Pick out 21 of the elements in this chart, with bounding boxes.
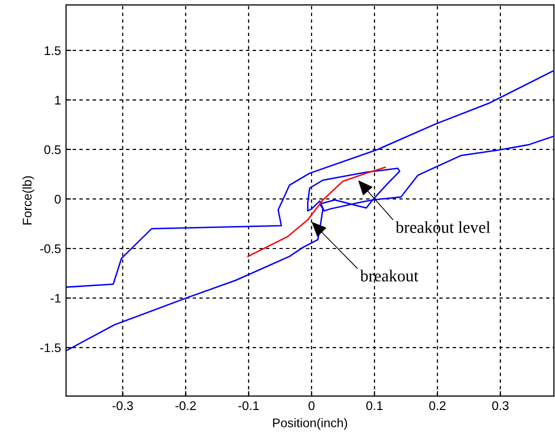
y-tick-label: 0.5 (44, 145, 61, 154)
x-tick-label: 0.3 (492, 401, 509, 410)
x-tick-label: -0.1 (238, 401, 259, 410)
x-tick-label: -0.2 (175, 401, 196, 410)
annotation: breakout level (396, 221, 490, 233)
line-series (66, 136, 554, 352)
x-tick-label: 0 (308, 401, 315, 410)
x-tick-label: -0.3 (112, 401, 133, 410)
y-axis-title: Force(lb) (22, 176, 34, 224)
y-tick-label: -0.5 (40, 244, 61, 254)
y-tick-label: -1.5 (40, 343, 61, 352)
y-tick-label: 1 (55, 96, 61, 104)
y-tick-label: -1 (50, 294, 61, 303)
x-tick-label: 0.2 (429, 401, 446, 410)
y-tick-label: 0 (54, 194, 61, 204)
y-tick-label: 1.5 (44, 46, 61, 56)
line-series (66, 70, 554, 288)
annotation: breakout (360, 270, 418, 282)
x-axis-title: Position(inch) (273, 418, 348, 430)
x-tick-label: 0.1 (366, 401, 383, 410)
line-series (247, 166, 386, 258)
